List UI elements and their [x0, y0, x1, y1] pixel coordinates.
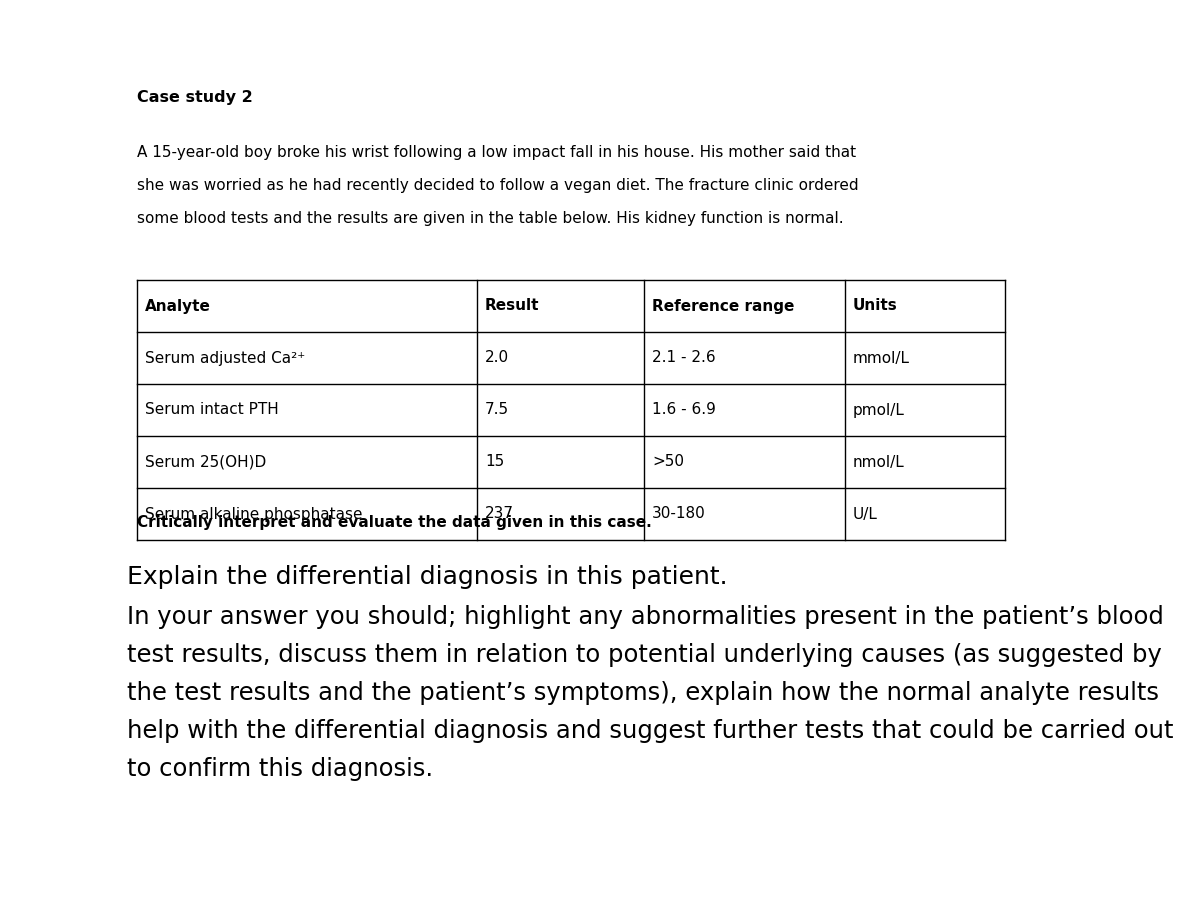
- Text: test results, discuss them in relation to potential underlying causes (as sugges: test results, discuss them in relation t…: [127, 643, 1162, 667]
- Text: Serum alkaline phosphatase: Serum alkaline phosphatase: [145, 507, 362, 521]
- Text: to confirm this diagnosis.: to confirm this diagnosis.: [127, 757, 433, 781]
- Text: pmol/L: pmol/L: [853, 402, 905, 417]
- Text: 7.5: 7.5: [485, 402, 509, 417]
- Text: she was worried as he had recently decided to follow a vegan diet. The fracture : she was worried as he had recently decid…: [137, 178, 859, 193]
- Text: 30-180: 30-180: [652, 507, 706, 521]
- Text: 15: 15: [485, 454, 504, 470]
- Text: help with the differential diagnosis and suggest further tests that could be car: help with the differential diagnosis and…: [127, 719, 1174, 743]
- Text: U/L: U/L: [853, 507, 878, 521]
- Text: Serum intact PTH: Serum intact PTH: [145, 402, 278, 417]
- Text: Reference range: Reference range: [652, 298, 794, 313]
- Text: Analyte: Analyte: [145, 298, 211, 313]
- Text: Result: Result: [485, 298, 540, 313]
- Text: Critically interpret and evaluate the data given in this case.: Critically interpret and evaluate the da…: [137, 515, 652, 530]
- Text: 2.1 - 2.6: 2.1 - 2.6: [652, 351, 715, 366]
- Text: Units: Units: [853, 298, 898, 313]
- Text: A 15-year-old boy broke his wrist following a low impact fall in his house. His : A 15-year-old boy broke his wrist follow…: [137, 145, 856, 160]
- Text: Serum 25(OH)D: Serum 25(OH)D: [145, 454, 266, 470]
- Text: Serum adjusted Ca²⁺: Serum adjusted Ca²⁺: [145, 351, 305, 366]
- Text: nmol/L: nmol/L: [853, 454, 905, 470]
- Text: some blood tests and the results are given in the table below. His kidney functi: some blood tests and the results are giv…: [137, 211, 844, 226]
- Text: 2.0: 2.0: [485, 351, 509, 366]
- Text: 1.6 - 6.9: 1.6 - 6.9: [652, 402, 716, 417]
- Text: mmol/L: mmol/L: [853, 351, 910, 366]
- Text: 237: 237: [485, 507, 514, 521]
- Text: In your answer you should; highlight any abnormalities present in the patient’s : In your answer you should; highlight any…: [127, 605, 1164, 629]
- Text: Explain the differential diagnosis in this patient.: Explain the differential diagnosis in th…: [127, 565, 727, 589]
- Text: >50: >50: [652, 454, 684, 470]
- Text: the test results and the patient’s symptoms), explain how the normal analyte res: the test results and the patient’s sympt…: [127, 681, 1159, 705]
- Text: Case study 2: Case study 2: [137, 90, 253, 105]
